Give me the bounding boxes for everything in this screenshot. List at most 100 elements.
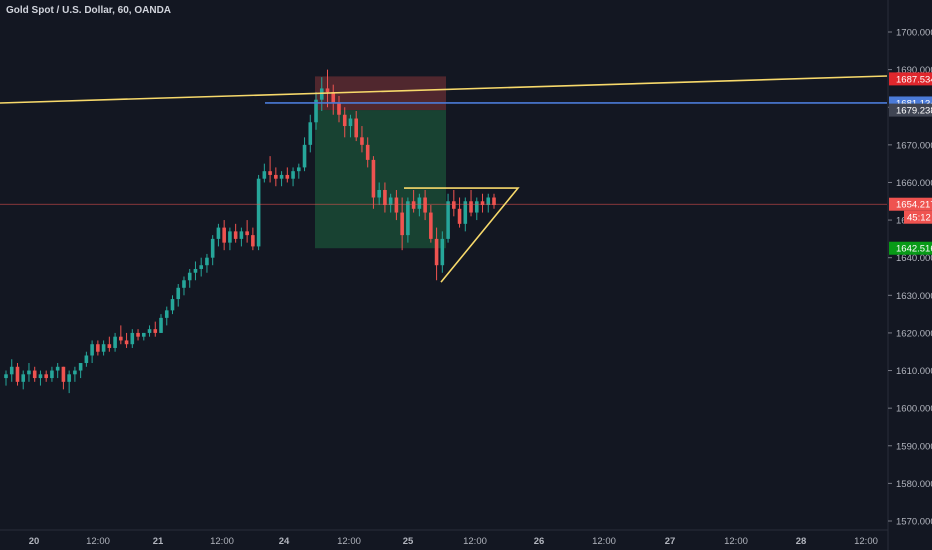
y-tick-label: 1580.000 [896, 479, 932, 490]
candle-body [170, 299, 175, 311]
candle-body [90, 344, 94, 356]
candle-body [406, 201, 410, 236]
candle-body [130, 332, 135, 345]
y-tick-label: 1660.000 [896, 178, 932, 189]
candle-body [262, 171, 267, 179]
y-tick-label: 1700.000 [896, 28, 932, 39]
candle-body [308, 122, 313, 145]
y-tick-label: 1630.000 [896, 291, 932, 302]
price-labels: 1687.5341681.1341679.2381654.2171642.516… [889, 72, 932, 255]
candle-body [119, 336, 123, 341]
candle-body [331, 92, 336, 104]
candle-body [354, 118, 359, 138]
price-label-bg [889, 197, 932, 211]
countdown-bg [904, 210, 932, 224]
candle-body [452, 201, 456, 209]
candle-body [394, 197, 399, 213]
candle-body [377, 189, 381, 198]
candle-body [78, 363, 83, 371]
candle-body [486, 197, 491, 206]
candle-body [228, 231, 232, 243]
y-tick-label: 1590.000 [896, 441, 932, 452]
x-tick-label: 12:00 [724, 536, 748, 547]
candles [4, 69, 496, 394]
candle-body [50, 370, 54, 379]
candle-body [319, 88, 324, 100]
candle-body [124, 340, 129, 345]
price-label: 1687.534 [889, 72, 932, 86]
candle-body [233, 231, 238, 239]
y-tick-label: 1570.000 [896, 517, 932, 528]
candle-body [383, 189, 387, 206]
drawings [0, 75, 888, 283]
x-tick-label: 12:00 [86, 536, 110, 547]
take-profit-zone [315, 110, 446, 249]
price-label: 1654.217 [889, 197, 932, 211]
y-tick-label: 1620.000 [896, 328, 932, 339]
candle-body [411, 201, 416, 209]
y-tick-label: 1610.000 [896, 366, 932, 377]
candle-body [279, 174, 284, 179]
candle-body [365, 144, 370, 160]
x-tick-label: 28 [796, 536, 807, 547]
candle-body [176, 287, 181, 300]
price-label-text: 1679.238 [896, 106, 932, 117]
candle-body [4, 374, 8, 379]
candle-body [302, 144, 307, 168]
candle-body [61, 366, 66, 382]
candle-body [417, 197, 422, 209]
candle-body [101, 344, 106, 352]
price-label-text: 1687.534 [896, 74, 932, 85]
candle-body [84, 355, 89, 364]
candle-body [239, 231, 244, 239]
x-tick-label: 24 [279, 536, 290, 547]
price-label-text: 1642.516 [896, 244, 932, 255]
candle-body [245, 231, 249, 236]
x-tick-label: 12:00 [463, 536, 487, 547]
candle-body [469, 201, 473, 213]
candle-body [388, 197, 393, 206]
y-tick-label: 1670.000 [896, 140, 932, 151]
candle-body [216, 227, 221, 239]
x-tick-label: 12:00 [592, 536, 616, 547]
candle-body [348, 118, 353, 127]
price-label: 1642.516 [889, 241, 932, 255]
risk-reward-box [315, 76, 446, 249]
countdown-label: 45:12 [904, 210, 932, 224]
candle-body [182, 280, 186, 288]
price-grid [0, 0, 889, 550]
candle-body [193, 268, 198, 273]
candle-body [187, 272, 192, 281]
price-label-bg [889, 103, 932, 117]
candle-body [274, 174, 278, 179]
candle-body [44, 374, 48, 379]
candle-body [38, 374, 43, 379]
candle-body [205, 257, 209, 266]
candle-body [141, 332, 146, 337]
y-tick-label: 1690.000 [896, 65, 932, 76]
candle-body [440, 238, 445, 266]
chart-title: Gold Spot / U.S. Dollar, 60, OANDA [6, 5, 172, 16]
candle-body [429, 212, 433, 239]
candle-body [55, 366, 60, 371]
candle-body [314, 99, 318, 123]
candle-body [96, 344, 100, 352]
candle-body [107, 344, 112, 348]
candle-body [32, 370, 37, 379]
candle-body [325, 88, 330, 93]
candle-body [474, 201, 479, 213]
candle-body [67, 374, 71, 382]
price-label-bg [889, 72, 932, 86]
candle-body [492, 197, 496, 206]
candle-body [73, 370, 77, 375]
candle-body [268, 171, 272, 175]
x-tick-label: 26 [534, 536, 545, 547]
candle-body [434, 238, 439, 266]
candle-body [291, 171, 295, 179]
candle-body [371, 159, 376, 198]
candle-body [285, 174, 290, 179]
candle-body [15, 366, 20, 382]
y-tick-label: 1640.000 [896, 253, 932, 264]
candle-body [463, 201, 468, 224]
